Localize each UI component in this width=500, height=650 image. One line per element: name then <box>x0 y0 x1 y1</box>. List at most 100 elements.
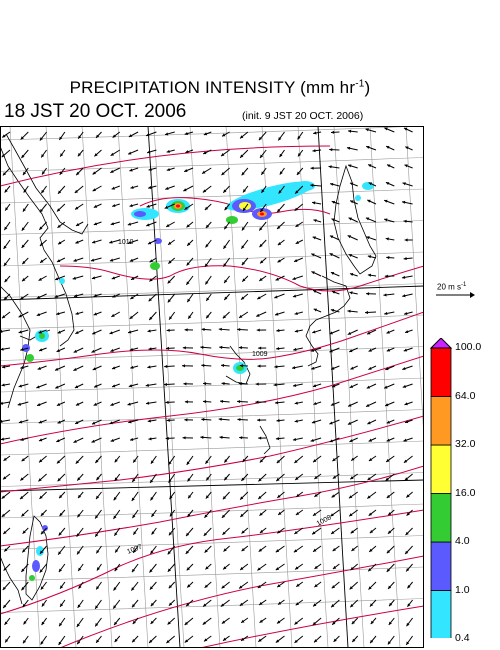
wind-vector <box>164 131 175 136</box>
wind-vector <box>57 419 66 424</box>
wind-vector <box>127 221 139 226</box>
wind-vector <box>240 617 249 624</box>
wind-vector <box>1 149 11 158</box>
wind-vector <box>1 491 11 500</box>
wind-vector <box>221 617 230 624</box>
isobar <box>0 145 331 187</box>
wind-vector <box>388 599 395 607</box>
wind-vector <box>202 400 212 404</box>
wind-vector <box>73 257 84 262</box>
wind-vector <box>310 183 322 187</box>
wind-vector <box>1 365 11 369</box>
wind-vector <box>292 275 303 281</box>
wind-vector <box>168 311 176 320</box>
wind-vector <box>3 545 11 552</box>
wind-vector <box>36 383 47 389</box>
parallel <box>0 472 424 487</box>
wind-vector <box>150 455 157 465</box>
wind-vector <box>314 491 322 498</box>
wind-vector <box>257 491 267 500</box>
wind-vector <box>114 545 121 553</box>
wind-vector <box>258 635 267 643</box>
wind-vector <box>388 617 395 626</box>
wind-vector <box>4 203 11 211</box>
wind-vector <box>293 257 303 263</box>
wind-vector <box>277 527 285 534</box>
wind-vector <box>76 527 84 537</box>
wind-vector <box>205 239 212 248</box>
wind-vector <box>21 221 29 232</box>
wind-vector <box>404 401 413 406</box>
wind-vector <box>38 473 47 482</box>
init-time: (init. 9 JST 20 OCT. 2006) <box>242 110 364 122</box>
wind-vector <box>205 491 212 499</box>
wind-vector <box>276 221 285 230</box>
wind-vector <box>109 239 120 244</box>
wind-vector <box>387 509 395 516</box>
wind-vector <box>330 365 340 370</box>
wind-vector <box>129 437 139 441</box>
wind-vector <box>296 491 304 498</box>
parallel <box>0 440 424 456</box>
wind-vector <box>365 217 377 223</box>
wind-vector <box>295 509 304 516</box>
scale-swatch <box>430 590 452 638</box>
wind-vector <box>59 149 66 157</box>
wind-vector <box>220 363 230 368</box>
wind-vector <box>204 509 212 519</box>
wind-vector <box>387 635 395 645</box>
wind-vector <box>405 635 414 646</box>
wind-vector <box>187 473 194 482</box>
wind-vector <box>387 581 395 590</box>
wind-vector <box>331 581 340 589</box>
parallel <box>0 566 424 582</box>
wind-vector <box>351 617 359 625</box>
wind-vector <box>129 203 139 208</box>
wind-vector <box>402 293 413 298</box>
wind-vector <box>350 527 359 534</box>
wind-vector <box>54 293 66 298</box>
chart-title: PRECIPITATION INTENSITY (mm hr-1) <box>69 78 371 97</box>
wind-vector <box>330 527 340 535</box>
wind-vector <box>203 131 212 136</box>
wind-vector <box>403 455 413 464</box>
wind-vector <box>184 328 194 332</box>
wind-vector <box>239 149 249 159</box>
wind-vector <box>59 581 66 590</box>
wind-vector <box>1 383 11 387</box>
wind-vector <box>21 581 29 591</box>
parallel <box>0 598 424 613</box>
wind-vector <box>200 345 212 349</box>
wind-vector <box>132 545 139 554</box>
wind-vector <box>386 329 395 334</box>
wind-vector <box>260 167 267 176</box>
wind-vector <box>130 185 139 189</box>
wind-vector <box>312 149 322 153</box>
wind-vector <box>292 383 303 387</box>
wind-vector <box>93 293 102 298</box>
wind-vector <box>19 491 29 500</box>
wind-vector <box>111 203 120 208</box>
wind-vector <box>93 383 102 388</box>
precip-patch <box>260 212 264 216</box>
wind-vector <box>369 527 377 534</box>
coastline-kyushu <box>225 345 251 385</box>
coastline-islands <box>259 425 271 455</box>
precip-patch <box>59 278 65 284</box>
wind-vector <box>38 347 47 352</box>
wind-vector <box>239 563 249 571</box>
wind-vector <box>38 437 47 442</box>
wind-vector <box>111 311 121 318</box>
wind-vector <box>258 545 267 553</box>
wind-vector <box>384 218 395 223</box>
wind-vector <box>241 527 249 534</box>
wind-vector <box>128 419 139 424</box>
wind-vector <box>370 617 377 625</box>
wind-vector <box>39 257 47 264</box>
isobar-1009 <box>0 311 424 367</box>
wind-vector <box>59 167 66 176</box>
wind-vector <box>186 239 194 247</box>
wind-vector <box>385 455 395 463</box>
wind-vector <box>78 581 84 589</box>
wind-vector <box>405 563 413 572</box>
